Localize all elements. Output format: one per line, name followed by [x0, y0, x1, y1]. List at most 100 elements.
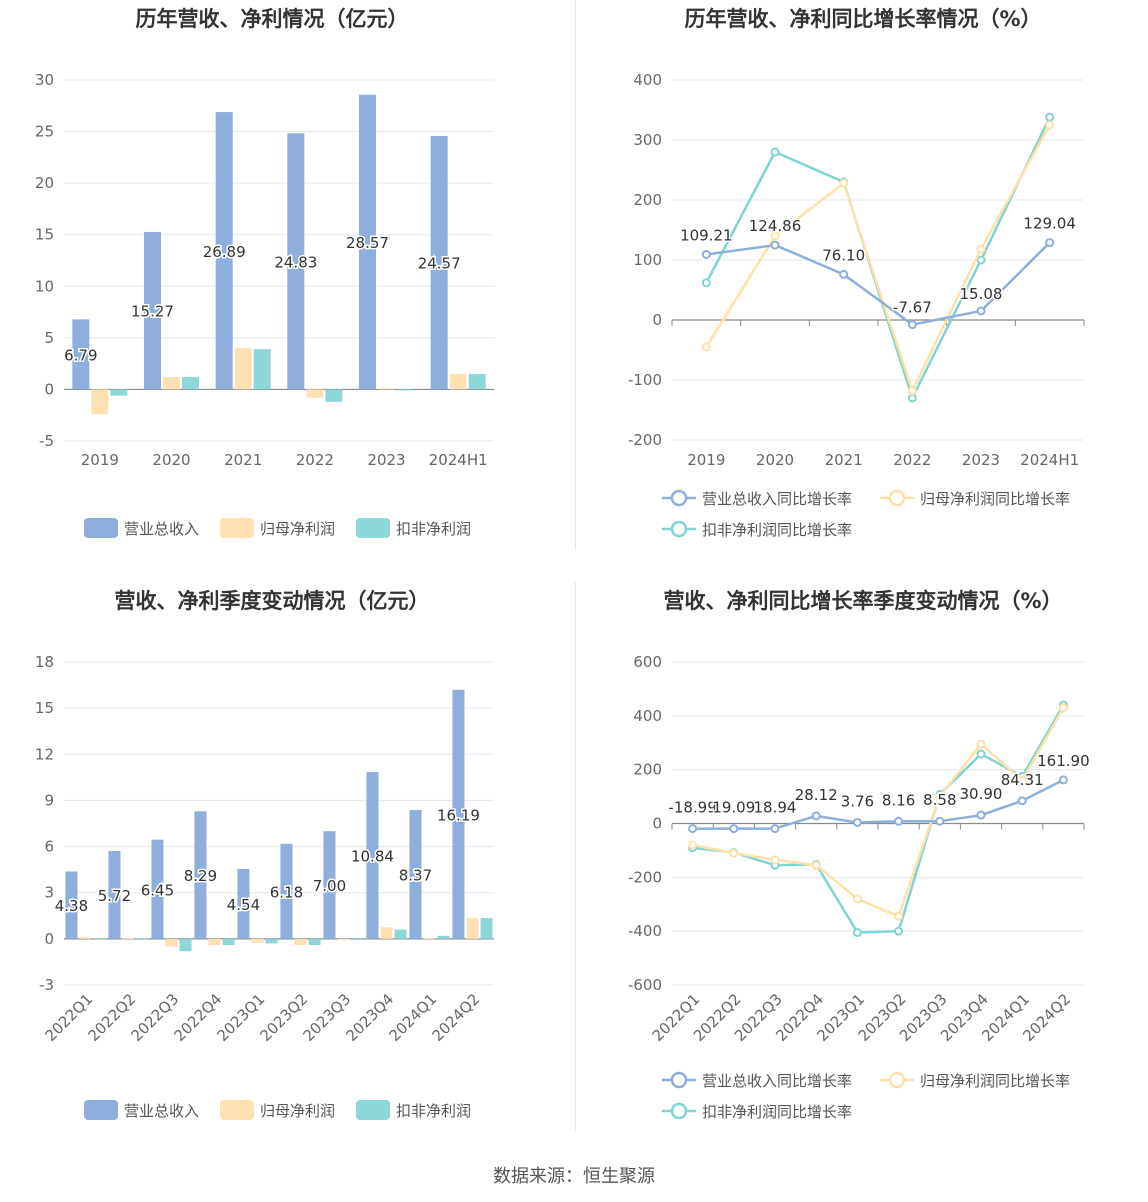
data-point	[976, 306, 986, 316]
x-tick-label: 2022	[296, 451, 334, 469]
y-tick-label: 10	[35, 277, 54, 295]
y-tick-label: 12	[35, 745, 54, 763]
data-label: 8.29	[184, 867, 217, 885]
bar-net-profit	[449, 373, 467, 390]
annual-growth-line-chart: 历年营收、净利同比增长率情况（%） -200 -100 0 100 200 300 400 20…	[628, 7, 1085, 539]
legend-label: 营业总收入同比增长率	[702, 1072, 852, 1090]
data-point	[1045, 238, 1055, 248]
data-point	[1045, 120, 1055, 130]
bar-net-profit	[251, 938, 264, 943]
legend-label: 归母净利润同比增长率	[920, 1072, 1070, 1090]
bar-net-profit	[294, 938, 307, 946]
bar-deducted-profit	[222, 938, 235, 946]
data-point	[811, 860, 821, 870]
data-point	[894, 816, 904, 826]
data-point	[1058, 703, 1068, 713]
data-label: 26.89	[203, 243, 246, 261]
series-line	[692, 778, 1064, 830]
bar-deducted-profit	[468, 373, 486, 390]
bar-net-profit	[306, 389, 324, 398]
data-point	[976, 810, 986, 820]
bar-deducted-profit	[437, 935, 450, 939]
data-point	[894, 911, 904, 921]
bar-deducted-profit	[480, 918, 493, 939]
data-label: 8.58	[923, 791, 956, 809]
divider-bottom	[575, 582, 576, 1132]
data-point	[852, 894, 862, 904]
legend-swatch	[356, 518, 390, 538]
data-point	[976, 749, 986, 759]
data-point	[770, 240, 780, 250]
y-tick-label: 0	[44, 930, 54, 948]
bar-revenue	[323, 831, 336, 939]
data-label: 15.27	[131, 303, 174, 321]
legend-swatch	[220, 518, 254, 538]
data-label: 6.18	[270, 883, 303, 901]
y-tick-label: 600	[633, 653, 662, 671]
legend-marker	[888, 1071, 906, 1089]
data-point	[688, 840, 698, 850]
bar-deducted-profit	[182, 377, 199, 390]
data-point	[688, 824, 698, 834]
y-tick-label: 200	[633, 191, 662, 209]
y-tick-label: 100	[633, 251, 662, 269]
series-line	[692, 707, 1065, 918]
legend-label: 营业总收入	[124, 520, 199, 538]
data-label: -7.67	[893, 299, 932, 317]
data-label: 8.16	[882, 791, 915, 809]
data-label: 6.79	[64, 346, 97, 364]
bar-revenue	[452, 689, 465, 939]
bar-deducted-profit	[397, 389, 414, 391]
y-tick-label: 400	[633, 707, 662, 725]
bar-revenue	[409, 810, 422, 939]
chart-title: 历年营收、净利同比增长率情况（%）	[684, 7, 1041, 31]
x-tick-label: 2019	[687, 451, 725, 469]
data-label: 3.76	[841, 792, 874, 810]
bar-revenue	[359, 94, 376, 390]
data-source-footer: 数据来源：恒生聚源	[493, 1166, 655, 1187]
y-tick-label: -600	[628, 976, 662, 994]
legend-swatch	[356, 1100, 390, 1120]
x-tick-label: 2023	[367, 451, 405, 469]
data-point	[907, 320, 917, 330]
data-point	[852, 817, 862, 827]
bar-deducted-profit	[136, 938, 149, 940]
series-line	[706, 241, 1051, 326]
data-label: -18.99	[668, 799, 716, 817]
data-label: 24.57	[418, 255, 461, 273]
data-label: 84.31	[1001, 771, 1044, 789]
quarterly-bar-chart: 营收、净利季度变动情况（亿元）-303691215182022Q12022Q22…	[35, 589, 494, 1120]
bar-net-profit	[380, 927, 393, 939]
data-label: 6.45	[141, 881, 174, 899]
data-label: 129.04	[1023, 215, 1076, 233]
legend-marker	[670, 1102, 688, 1120]
data-point	[907, 393, 917, 403]
bar-deducted-profit	[394, 929, 407, 939]
data-point	[935, 816, 945, 826]
data-label: 124.86	[749, 217, 802, 235]
quarterly-growth-line-chart: 营收、净利同比增长率季度变动情况（%） -600 -400 -200 0 200 400 60…	[628, 589, 1091, 1121]
data-point	[976, 255, 986, 265]
data-label: 28.57	[346, 234, 389, 252]
bar-revenue	[144, 231, 161, 390]
series-line	[705, 116, 1051, 400]
data-label: 5.72	[98, 887, 131, 905]
bar-net-profit	[423, 938, 436, 940]
data-point	[894, 926, 904, 936]
bar-revenue	[108, 850, 121, 939]
x-tick-label: 2024H1	[1020, 451, 1079, 469]
y-tick-label: 6	[44, 838, 54, 856]
y-tick-label: 9	[44, 791, 54, 809]
data-point	[701, 249, 711, 259]
legend-marker	[670, 520, 688, 538]
y-tick-label: -400	[628, 922, 662, 940]
y-tick-label: 0	[652, 311, 662, 329]
bar-deducted-profit	[253, 349, 271, 390]
chart-title: 历年营收、净利情况（亿元）	[136, 7, 409, 31]
y-tick-label: 15	[35, 699, 54, 717]
bar-net-profit	[91, 389, 109, 415]
data-label: 161.90	[1037, 752, 1090, 770]
y-tick-label: -5	[39, 432, 54, 450]
x-tick-label: 2019	[81, 451, 119, 469]
bar-deducted-profit	[110, 389, 128, 396]
